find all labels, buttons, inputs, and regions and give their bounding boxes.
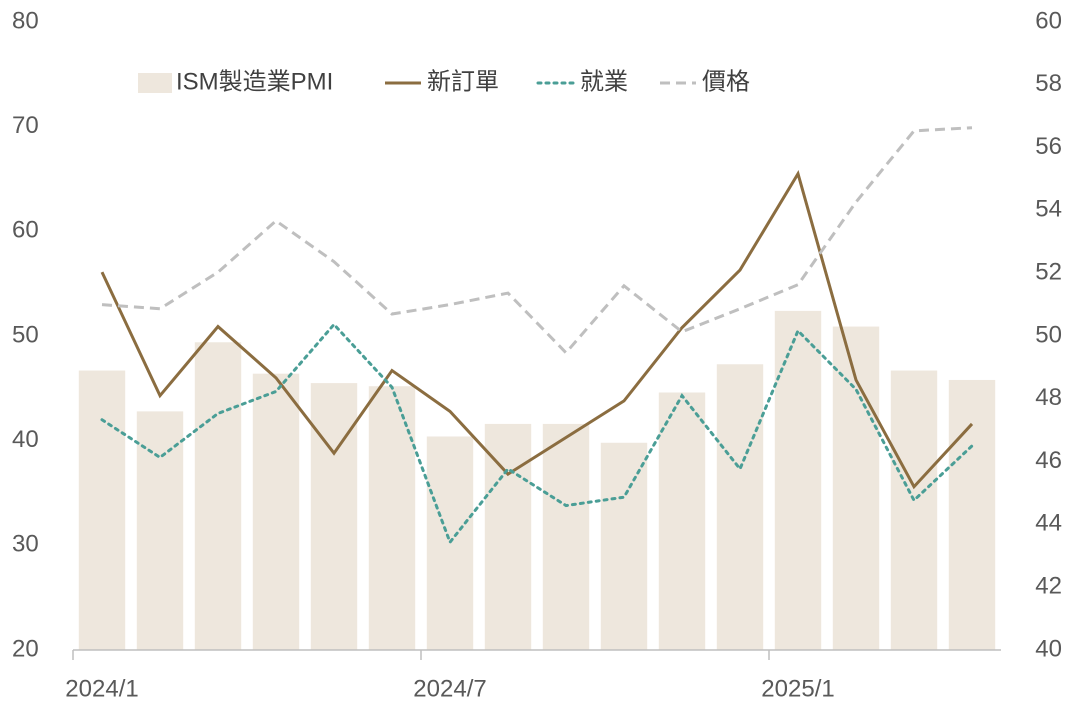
y2-tick-label: 60: [1035, 7, 1062, 34]
bar: [194, 342, 242, 650]
bar: [484, 423, 532, 650]
bar: [774, 310, 822, 650]
bar: [136, 411, 184, 650]
bar: [78, 370, 126, 650]
line: [100, 322, 974, 546]
y2-tick-label: 50: [1035, 321, 1062, 348]
y2-tick-label: 56: [1035, 133, 1062, 160]
y2-tick-label: 52: [1035, 259, 1062, 286]
y-tick-label: 30: [12, 531, 39, 558]
x-tick-label: 2025/1: [761, 675, 834, 702]
y2-tick-label: 46: [1035, 447, 1062, 474]
y-tick-label: 80: [12, 7, 39, 34]
bar: [890, 370, 938, 650]
legend-swatch: [138, 73, 172, 93]
y2-tick-label: 40: [1035, 635, 1062, 662]
y2-tick-label: 48: [1035, 384, 1062, 411]
y2-tick-label: 54: [1035, 196, 1062, 223]
y2-tick-label: 42: [1035, 573, 1062, 600]
x-tick-label: 2024/1: [65, 675, 138, 702]
legend-label: 新訂單: [427, 68, 499, 95]
bar: [948, 379, 996, 650]
bar: [600, 442, 648, 650]
bar: [252, 373, 300, 650]
legend-label: 就業: [580, 68, 628, 95]
legend-label: ISM製造業PMI: [176, 68, 333, 95]
y-tick-label: 40: [12, 426, 39, 453]
y-tick-label: 20: [12, 635, 39, 662]
bar: [310, 383, 358, 650]
y-tick-label: 60: [12, 217, 39, 244]
legend-label: 價格: [702, 68, 750, 95]
line: [101, 126, 973, 355]
x-tick-label: 2024/7: [413, 675, 486, 702]
y2-tick-label: 44: [1035, 510, 1062, 537]
y-tick-label: 50: [12, 321, 39, 348]
y2-tick-label: 58: [1035, 70, 1062, 97]
bar: [716, 364, 764, 650]
line: [100, 170, 974, 490]
bar: [368, 386, 416, 650]
y-tick-label: 70: [12, 112, 39, 139]
bar: [658, 392, 706, 650]
bar: [542, 423, 590, 650]
